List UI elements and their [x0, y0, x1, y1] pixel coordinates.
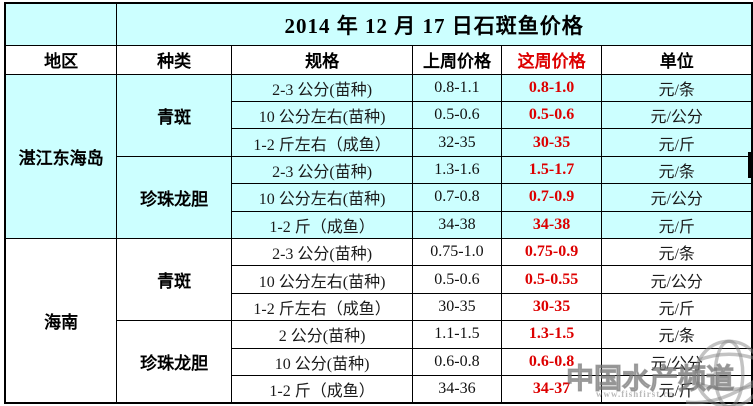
spec-cell: 10 公分(苗种): [230, 347, 414, 377]
this-week-price-cell: 30-35: [500, 292, 603, 322]
spec-cell: 2-3 公分(苗种): [230, 237, 414, 267]
unit-cell: 元/条: [601, 237, 753, 267]
species-cell: 青斑: [116, 237, 232, 322]
spec-cell: 2 公分(苗种): [230, 320, 414, 349]
unit-cell: 元/公分: [601, 183, 753, 212]
unit-cell: 元/公分: [601, 265, 753, 294]
this-week-price-cell: 0.7-0.9: [500, 183, 603, 212]
col-header-unit: 单位: [601, 45, 753, 75]
col-header-this-week: 这周价格: [500, 45, 603, 75]
col-header-spec: 规格: [230, 45, 414, 75]
spec-cell: 1-2 斤左右（成鱼）: [230, 292, 414, 322]
spec-cell: 10 公分左右(苗种): [230, 100, 414, 130]
unit-cell: 元/公分: [601, 347, 753, 377]
spec-cell: 1-2 斤左右（成鱼）: [230, 128, 414, 157]
last-week-price-cell: 0.5-0.6: [412, 100, 502, 130]
last-week-price-cell: 0.6-0.8: [412, 347, 502, 377]
spec-cell: 10 公分左右(苗种): [230, 265, 414, 294]
unit-cell: 元/斤: [601, 128, 753, 157]
species-cell: 青斑: [116, 73, 232, 157]
this-week-price-cell: 30-35: [500, 128, 603, 157]
last-week-price-cell: 34-38: [412, 210, 502, 239]
this-week-price-cell: 34-38: [500, 210, 603, 239]
this-week-price-cell: 1.3-1.5: [500, 320, 603, 349]
spec-cell: 2-3 公分(苗种): [230, 73, 414, 102]
species-cell: 珍珠龙胆: [116, 320, 232, 404]
last-week-price-cell: 34-36: [412, 375, 502, 404]
price-table: 2014 年 12 月 17 日石斑鱼价格 地区 种类 规格 上周价格 这周价格…: [4, 2, 753, 404]
unit-cell: 元/斤: [601, 375, 753, 404]
last-week-price-cell: 0.7-0.8: [412, 183, 502, 212]
col-header-last-week: 上周价格: [412, 45, 502, 75]
title-row-spacer: [4, 2, 118, 47]
last-week-price-cell: 32-35: [412, 128, 502, 157]
spec-cell: 1-2 斤（成鱼）: [230, 210, 414, 239]
unit-cell: 元/条: [601, 155, 753, 185]
unit-cell: 元/条: [601, 73, 753, 102]
this-week-price-cell: 0.6-0.8: [500, 347, 603, 377]
last-week-price-cell: 1.3-1.6: [412, 155, 502, 185]
this-week-price-cell: 0.75-0.9: [500, 237, 603, 267]
unit-cell: 元/斤: [601, 292, 753, 322]
last-week-price-cell: 1.1-1.5: [412, 320, 502, 349]
table-title: 2014 年 12 月 17 日石斑鱼价格: [116, 2, 753, 47]
last-week-price-cell: 30-35: [412, 292, 502, 322]
species-cell: 珍珠龙胆: [116, 155, 232, 239]
this-week-price-cell: 0.5-0.6: [500, 100, 603, 130]
this-week-price-cell: 0.5-0.55: [500, 265, 603, 294]
unit-cell: 元/斤: [601, 210, 753, 239]
region-cell: 湛江东海岛: [4, 73, 118, 239]
col-header-species: 种类: [116, 45, 232, 75]
last-week-price-cell: 0.8-1.1: [412, 73, 502, 102]
col-header-region: 地区: [4, 45, 118, 75]
last-week-price-cell: 0.5-0.6: [412, 265, 502, 294]
unit-cell: 元/条: [601, 320, 753, 349]
right-edge-mark: [748, 152, 753, 178]
unit-cell: 元/公分: [601, 100, 753, 130]
spec-cell: 1-2 斤（成鱼）: [230, 375, 414, 404]
region-cell: 海南: [4, 237, 118, 404]
this-week-price-cell: 34-37: [500, 375, 603, 404]
this-week-price-cell: 1.5-1.7: [500, 155, 603, 185]
spec-cell: 10 公分左右(苗种): [230, 183, 414, 212]
this-week-price-cell: 0.8-1.0: [500, 73, 603, 102]
last-week-price-cell: 0.75-1.0: [412, 237, 502, 267]
spec-cell: 2-3 公分(苗种): [230, 155, 414, 185]
